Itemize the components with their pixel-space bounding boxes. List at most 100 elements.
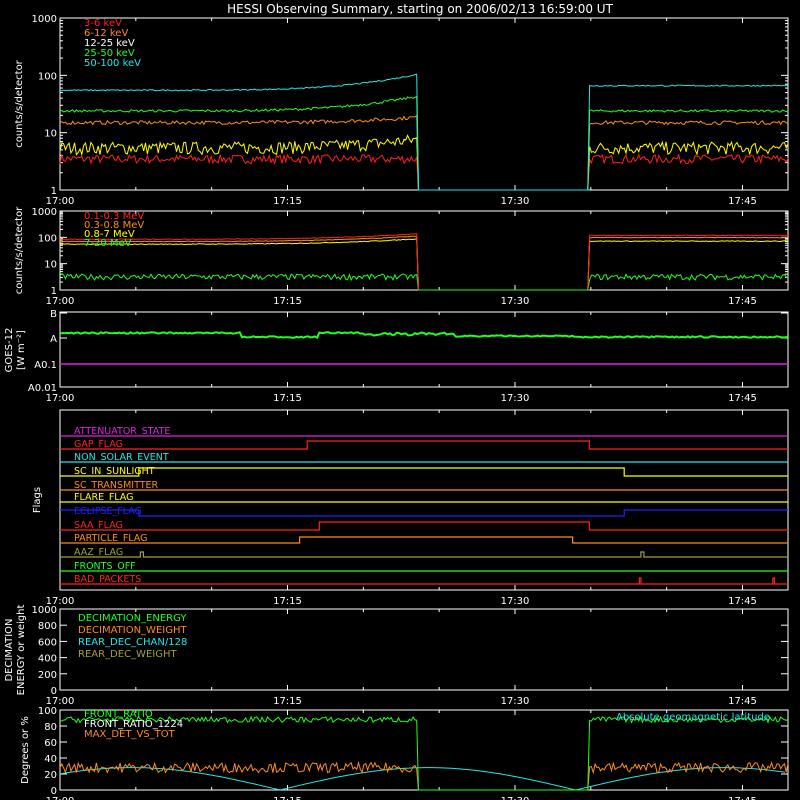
panel-3-ylabel: Flags: [32, 487, 43, 513]
legend-entry: REAR_DEC_CHAN/128: [78, 637, 187, 648]
annotation: Absolute geomagnetic latitude: [616, 712, 770, 723]
series-3-6-kev: [59, 153, 789, 191]
panel-1-frame: [59, 210, 789, 291]
series-6-12-kev: [59, 114, 789, 191]
y-tick-label: 20: [44, 770, 57, 781]
flag-line: [60, 509, 788, 517]
flag-line: [60, 521, 788, 531]
panel-0-frame: [59, 17, 789, 191]
y-tick-label: A0.01: [28, 383, 57, 394]
flag-label: NON_SOLAR_EVENT: [74, 452, 169, 463]
x-tick-label: 17:30: [501, 796, 530, 800]
y-tick-label: 0: [51, 686, 57, 697]
panel-5-ylabel: Degrees or %: [20, 716, 31, 784]
panel-0-ylabel: counts/s/detector: [14, 59, 25, 147]
legend-entry: MAX_DET_VS_TOT: [84, 729, 176, 740]
flag-label: SC_TRANSMITTER: [74, 480, 159, 491]
legend-entry: 6-12 keV: [84, 28, 128, 39]
y-tick-label: A: [50, 334, 57, 345]
flag-line: [60, 577, 788, 585]
x-tick-label: 17:30: [501, 296, 530, 307]
series-7-20-mev: [59, 273, 789, 291]
y-tick-label: 60: [44, 738, 57, 749]
flag-label: SAA_FLAG: [74, 520, 123, 531]
series-50-100-kev: [59, 73, 789, 191]
y-tick-label: 1000: [32, 14, 57, 25]
x-tick-label: 17:00: [46, 296, 75, 307]
legend-entry: DECIMATION_ENERGY: [78, 613, 187, 624]
y-tick-label: 1000: [32, 207, 57, 218]
y-tick-label: 100: [38, 71, 57, 82]
legend-entry: 3-6 keV: [84, 18, 122, 29]
legend-entry: FRONT_RATIO_1224: [84, 719, 183, 730]
y-tick-label: 1: [51, 286, 57, 297]
geomagnetic-latitude-series: [59, 767, 786, 791]
flag-line: [60, 440, 788, 450]
x-tick-label: 17:15: [273, 596, 302, 607]
series-max-det-vs-tot: [59, 760, 789, 791]
x-tick-label: 17:15: [273, 196, 302, 207]
x-tick-label: 17:15: [273, 296, 302, 307]
chart-title: HESSI Observing Summary, starting on 200…: [227, 2, 613, 16]
legend-entry: 0.1-0.3 MeV: [84, 211, 144, 222]
y-tick-label: 1000: [32, 605, 57, 616]
y-tick-label: 40: [44, 754, 57, 765]
flag-line: [60, 467, 788, 477]
legend-entry: FRONT_RATIO: [84, 709, 153, 720]
y-tick-label: B: [50, 309, 57, 320]
x-tick-label: 17:00: [46, 696, 75, 707]
legend-entry: DECIMATION_WEIGHT: [78, 625, 187, 636]
flag-label: PARTICLE_FLAG: [74, 533, 147, 544]
series-12-25-kev: [59, 134, 789, 191]
y-tick-label: 400: [38, 654, 57, 665]
series-0.1-0.3-mev: [59, 232, 789, 291]
panel-4-frame: [59, 608, 789, 691]
y-tick-label: 200: [38, 670, 57, 681]
x-tick-label: 17:45: [728, 196, 757, 207]
legend-entry: 12-25 keV: [84, 38, 135, 49]
y-tick-label: 800: [38, 621, 57, 632]
x-tick-label: 17:45: [728, 696, 757, 707]
x-tick-label: 17:00: [46, 393, 75, 404]
flag-line: [60, 536, 788, 544]
y-tick-label: 80: [44, 722, 57, 733]
flag-label: BAD_PACKETS: [74, 574, 141, 585]
flag-label: AAZ_FLAG: [74, 547, 123, 558]
x-tick-label: 17:30: [501, 393, 530, 404]
legend-entry: 7-20 MeV: [84, 238, 132, 249]
legend-entry: 50-100 keV: [84, 58, 141, 69]
y-tick-label: 100: [38, 233, 57, 244]
y-tick-label: 0: [51, 786, 57, 797]
y-tick-label: 600: [38, 637, 57, 648]
legend-entry: 25-50 keV: [84, 48, 135, 59]
x-tick-label: 17:45: [728, 296, 757, 307]
series-0.8-7-mev: [59, 238, 789, 291]
x-tick-label: 17:15: [273, 696, 302, 707]
x-tick-label: 17:45: [728, 596, 757, 607]
y-tick-label: 1: [51, 186, 57, 197]
x-tick-label: 17:45: [728, 393, 757, 404]
panel-4-ylabel: DECIMATION: [4, 618, 15, 681]
y-tick-label: A0.1: [34, 360, 57, 371]
x-tick-label: 17:15: [273, 393, 302, 404]
flag-label: ECLIPSE_FLAG: [74, 506, 142, 517]
legend-entry: REAR_DEC_WEIGHT: [78, 649, 177, 660]
panel-2-ylabel: GOES-12: [4, 328, 15, 373]
panel-3-frame: [59, 409, 789, 591]
panels: 17:0017:1517:3017:4518:0018:1518:3011010…: [4, 14, 789, 800]
flag-label: GAP_FLAG: [74, 439, 123, 450]
flag-label: FLARE_FLAG: [74, 492, 134, 503]
panel-2-frame: [59, 311, 789, 388]
x-tick-label: 17:00: [46, 596, 75, 607]
flag-label: SC_IN_SUNLIGHT: [74, 466, 155, 477]
flag-label: FRONTS_OFF: [74, 561, 136, 572]
x-tick-label: 17:30: [501, 696, 530, 707]
y-tick-label: 10: [44, 129, 57, 140]
legend-entry: 0.8-7 MeV: [84, 229, 135, 240]
y-tick-label: 10: [44, 260, 57, 271]
legend-entry: 0.3-0.8 MeV: [84, 220, 144, 231]
x-tick-label: 17:30: [501, 596, 530, 607]
x-tick-label: 17:45: [728, 796, 757, 800]
panel-1-ylabel: counts/s/detector: [14, 206, 25, 294]
